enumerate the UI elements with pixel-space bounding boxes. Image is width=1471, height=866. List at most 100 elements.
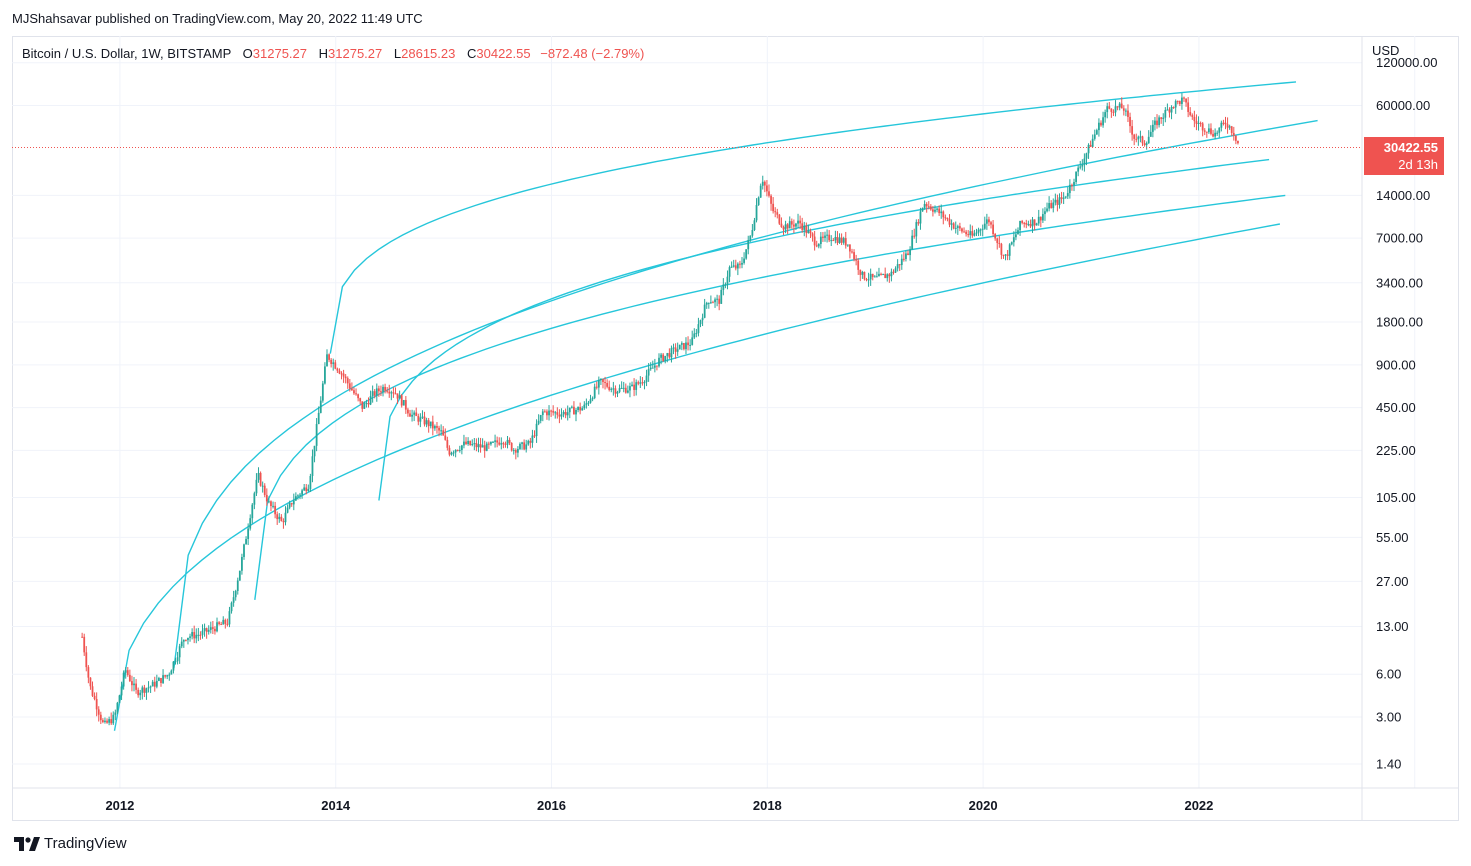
candle-body [969, 231, 972, 236]
candle-body [344, 376, 347, 379]
candle-body [1037, 216, 1040, 224]
candle-body [363, 403, 366, 409]
candle-body [124, 670, 127, 673]
candle-body [853, 252, 855, 260]
candle-body [508, 439, 511, 444]
candle-body [143, 687, 146, 693]
open-label: O [242, 46, 253, 61]
candle-body [763, 181, 766, 186]
candle-body [950, 223, 953, 225]
candle-body [463, 441, 465, 446]
candle-body [826, 234, 828, 236]
candle-body [95, 699, 98, 710]
candle-body [174, 661, 177, 663]
candle-body [481, 445, 484, 448]
candle-body [214, 628, 216, 632]
candle-body [606, 382, 609, 387]
currency-label: USD [1372, 43, 1399, 58]
candle-body [566, 412, 569, 416]
channel-band-line[interactable] [378, 158, 1270, 501]
candle-body [232, 597, 235, 603]
candle-body [386, 390, 389, 392]
candle-body [1004, 254, 1007, 256]
candle-body [278, 516, 281, 520]
candle-body [494, 440, 496, 442]
y-tick-label: 225.00 [1376, 443, 1416, 458]
candle-body [965, 231, 968, 235]
candle-body [139, 692, 142, 696]
candle-body [454, 449, 457, 453]
candle-body [153, 681, 156, 687]
candle-body [707, 302, 710, 304]
channel-band-line[interactable] [254, 194, 1286, 600]
tradingview-brand[interactable]: TradingView [14, 835, 127, 852]
candle-body [757, 197, 760, 206]
candle-body [1075, 171, 1077, 183]
candle-body [643, 382, 646, 384]
candle-body [498, 442, 501, 445]
candle-body [1147, 136, 1150, 144]
candle-body [1112, 111, 1115, 113]
candle-body [1089, 144, 1092, 147]
candle-body [284, 512, 287, 523]
candle-body [162, 675, 164, 683]
candle-body [180, 641, 183, 647]
candle-body [658, 357, 660, 367]
candle-body [288, 503, 291, 508]
candle-body [1031, 219, 1034, 227]
candle-body [703, 304, 706, 318]
candle-body [1143, 143, 1146, 146]
candle-body [726, 276, 729, 285]
candle-body [1207, 128, 1210, 133]
candle-body [267, 501, 270, 503]
candle-body [822, 236, 824, 238]
candle-body [319, 400, 322, 413]
candle-body [1216, 132, 1219, 134]
price-chart[interactable]: USD 120000.00 60000.00 14000.00 7000.00 3400… [12, 36, 1459, 821]
price-axis[interactable]: 120000.00 60000.00 14000.00 7000.00 3400.00 1… [1376, 55, 1437, 771]
candle-body [647, 369, 650, 376]
candle-body [465, 441, 467, 445]
candle-body [1185, 98, 1187, 103]
change-value: −872.48 (−2.79%) [540, 46, 645, 61]
candle-body [1006, 254, 1009, 256]
candle-body [591, 397, 594, 400]
x-tick-label: 2018 [753, 798, 782, 813]
channel-band-line[interactable] [113, 223, 1281, 731]
candle-body [1023, 222, 1026, 224]
candle-body [788, 221, 791, 229]
y-tick-label: 3.00 [1376, 710, 1401, 725]
candle-body [1205, 131, 1208, 133]
candle-body [1228, 126, 1231, 128]
candle-body [1008, 244, 1011, 256]
candle-body [890, 271, 893, 277]
candle-body [1029, 224, 1032, 227]
time-axis[interactable]: 2012 2014 2016 2018 2020 2022 2024 [105, 798, 1430, 813]
candle-body [954, 227, 957, 229]
channel-band-line[interactable] [329, 81, 1297, 354]
close-label: C [466, 46, 477, 61]
candle-body [705, 302, 708, 305]
candle-body [921, 207, 924, 212]
x-tick-label: 2012 [105, 798, 134, 813]
candle-body [1178, 101, 1181, 104]
candle-body [1019, 220, 1021, 231]
candle-body [282, 520, 285, 523]
candle-body [220, 624, 223, 626]
candle-body [801, 223, 804, 230]
candle-body [834, 236, 837, 241]
channel-band-line[interactable] [173, 119, 1318, 669]
symbol-title[interactable]: Bitcoin / U.S. Dollar, 1W, BITSTAMP [22, 46, 232, 61]
candle-body [160, 678, 162, 683]
candle-body [332, 362, 335, 364]
candle-body [799, 220, 802, 224]
candle-body [1224, 122, 1227, 125]
candle-body [585, 403, 588, 405]
candle-body [1124, 110, 1127, 112]
candle-body [118, 695, 121, 703]
candle-body [805, 225, 808, 234]
candle-body [564, 411, 567, 416]
candle-body [1181, 97, 1183, 104]
high-label: H [318, 46, 329, 61]
candle-body [774, 211, 777, 213]
